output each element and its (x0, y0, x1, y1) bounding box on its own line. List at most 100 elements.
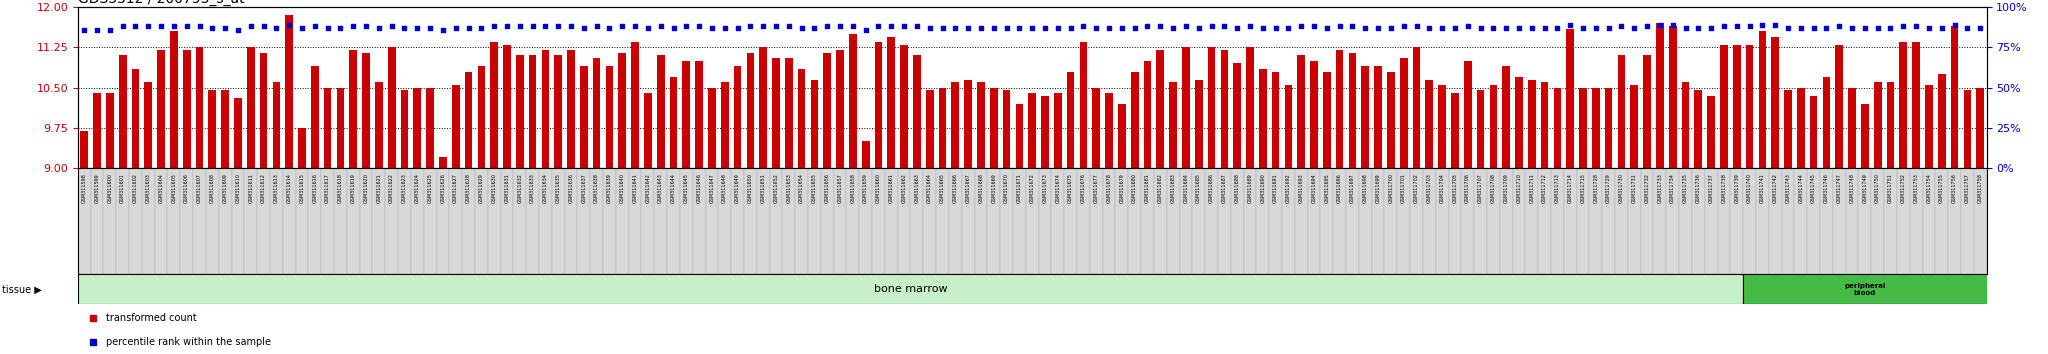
Point (1862, 25, 1894, 31)
Bar (1937, 74, 1946, 168)
Bar (1733, 45, 1741, 168)
Point (811, 24, 844, 29)
Text: GSM311708: GSM311708 (1491, 173, 1495, 203)
Point (1094, 25, 1126, 31)
Bar (694, 61, 702, 168)
Point (1221, 25, 1253, 31)
Bar (311, 66, 319, 168)
Text: GSM311755: GSM311755 (1939, 173, 1944, 203)
Point (1362, 25, 1395, 31)
Bar (414, 87, 422, 168)
Bar (653, 168, 668, 274)
Bar (168, 168, 180, 274)
Bar (1153, 168, 1167, 274)
Bar (1526, 168, 1538, 274)
Point (862, 24, 895, 29)
Bar (1425, 80, 1434, 168)
Point (1886, 24, 1919, 29)
Bar (821, 168, 834, 274)
Bar (397, 168, 412, 274)
Point (504, 24, 537, 29)
Bar (1169, 82, 1178, 168)
Text: GSM311627: GSM311627 (453, 173, 459, 203)
Point (772, 24, 805, 29)
Bar (438, 158, 446, 168)
Bar (1014, 168, 1026, 274)
Bar (1411, 168, 1423, 274)
Text: GSM311660: GSM311660 (877, 173, 881, 203)
Point (1849, 25, 1882, 31)
Point (913, 25, 946, 31)
Point (1182, 25, 1214, 31)
Text: GSM311694: GSM311694 (1311, 173, 1317, 203)
Bar (1143, 61, 1151, 168)
Text: GSM311746: GSM311746 (1825, 173, 1829, 203)
Point (440, 25, 473, 31)
Bar (836, 50, 844, 168)
Bar (834, 168, 846, 274)
Point (1311, 25, 1343, 31)
Bar (1886, 82, 1894, 168)
Bar (913, 55, 922, 168)
Bar (500, 168, 514, 274)
Point (696, 25, 729, 31)
Point (1681, 25, 1714, 31)
Point (1606, 24, 1638, 29)
Point (182, 24, 215, 29)
Point (1438, 25, 1470, 31)
Point (94, 27, 127, 33)
Bar (1835, 45, 1843, 168)
Point (1835, 25, 1868, 31)
Bar (782, 168, 795, 274)
Bar (1847, 87, 1855, 168)
Text: GSM311690: GSM311690 (1260, 173, 1266, 203)
Bar (1272, 72, 1280, 168)
Bar (104, 168, 117, 274)
Bar (1769, 168, 1782, 274)
Text: GSM311619: GSM311619 (350, 173, 356, 203)
Text: GSM311679: GSM311679 (1120, 173, 1124, 203)
Point (1272, 25, 1305, 31)
Point (1516, 25, 1548, 31)
Bar (94, 93, 100, 168)
Bar (1296, 55, 1305, 168)
Point (977, 25, 1010, 31)
Point (145, 24, 178, 29)
Bar (1925, 85, 1933, 168)
Point (1874, 25, 1907, 31)
Point (1937, 22, 1970, 28)
Bar (1602, 168, 1616, 274)
Point (1540, 25, 1573, 31)
Bar (1004, 90, 1010, 168)
Point (1810, 25, 1843, 31)
Bar (1194, 80, 1202, 168)
Bar (309, 168, 322, 274)
Bar (1640, 168, 1653, 274)
Bar (1028, 93, 1036, 168)
Bar (401, 90, 408, 168)
Point (260, 25, 293, 31)
Text: GSM311758: GSM311758 (1978, 173, 1982, 203)
Point (1055, 25, 1087, 31)
Text: GSM311704: GSM311704 (1440, 173, 1444, 203)
Bar (1204, 168, 1219, 274)
Bar (1221, 50, 1229, 168)
Bar (987, 168, 999, 274)
Bar (809, 168, 821, 274)
Bar (1386, 72, 1395, 168)
Bar (823, 53, 831, 168)
Text: GSM311687: GSM311687 (1223, 173, 1227, 203)
Point (1952, 25, 1985, 31)
Bar (1845, 168, 1858, 274)
Bar (1346, 168, 1360, 274)
Bar (324, 87, 332, 168)
Bar (1090, 168, 1102, 274)
Point (492, 24, 524, 29)
Text: GSM311672: GSM311672 (1030, 173, 1034, 203)
Bar (385, 168, 397, 274)
Bar (1528, 80, 1536, 168)
Bar (1606, 87, 1612, 168)
Bar (231, 168, 244, 274)
Point (1401, 24, 1434, 29)
Bar (872, 168, 885, 274)
